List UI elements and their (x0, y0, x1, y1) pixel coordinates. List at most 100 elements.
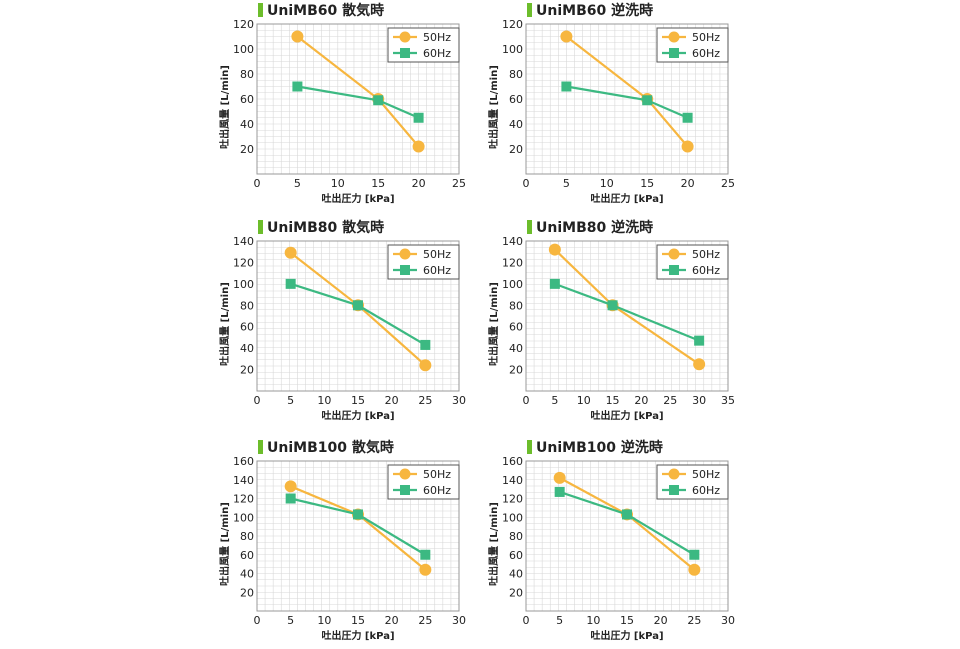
legend-label-50Hz: 50Hz (423, 468, 451, 481)
legend-label-60Hz: 60Hz (423, 264, 451, 277)
y-tick-label: 20 (509, 364, 523, 377)
y-tick-label: 100 (502, 511, 523, 524)
x-tick-label: 0 (523, 614, 530, 627)
legend-marker-50Hz (668, 31, 680, 43)
x-tick-label: 25 (452, 177, 466, 190)
y-tick-label: 140 (502, 235, 523, 248)
legend-label-60Hz: 60Hz (692, 264, 720, 277)
data-point-50Hz (284, 480, 297, 493)
x-tick-label: 20 (681, 177, 695, 190)
legend-label-50Hz: 50Hz (423, 31, 451, 44)
x-tick-label: 5 (556, 614, 563, 627)
y-tick-label: 80 (240, 299, 254, 312)
data-point-50Hz (419, 359, 432, 372)
y-tick-label: 60 (509, 321, 523, 334)
legend-marker-60Hz (669, 48, 679, 58)
data-point-50Hz (548, 243, 561, 256)
data-point-60Hz (622, 509, 632, 520)
chart-title: UniMB100 逆洗時 (527, 439, 663, 457)
y-tick-label: 120 (502, 493, 523, 506)
chart-panel-unimb80-backwash: UniMB80 逆洗時 0 5 10 15 20 25 30 35 20 40 60 80 100 120… (487, 219, 791, 429)
legend-marker-60Hz (669, 265, 679, 275)
y-tick-label: 60 (509, 93, 523, 106)
x-tick-label: 0 (254, 177, 261, 190)
data-point-60Hz (353, 300, 363, 311)
data-point-50Hz (291, 30, 304, 43)
y-tick-label: 20 (240, 143, 254, 156)
chart-title: UniMB80 散気時 (258, 219, 384, 237)
legend-box (387, 464, 460, 500)
x-tick-label: 10 (586, 614, 600, 627)
legend-box (656, 464, 729, 500)
data-point-50Hz (560, 30, 573, 43)
legend-marker-60Hz (400, 265, 410, 275)
data-point-60Hz (420, 339, 431, 350)
legend-box (656, 27, 729, 63)
y-axis-label: 吐出風量 [L/min] (218, 282, 231, 366)
y-tick-label: 120 (502, 256, 523, 269)
x-tick-label: 25 (687, 614, 701, 627)
data-point-60Hz (549, 278, 560, 289)
data-point-60Hz (285, 493, 296, 504)
x-tick-label: 10 (317, 614, 331, 627)
chart-title: UniMB60 逆洗時 (527, 2, 653, 20)
y-tick-label: 100 (233, 43, 254, 56)
plot-border (525, 460, 729, 612)
y-tick-label: 60 (240, 93, 254, 106)
x-tick-label: 5 (551, 394, 558, 407)
legend-marker-50Hz (668, 248, 680, 260)
x-tick-label: 5 (287, 614, 294, 627)
y-tick-label: 160 (502, 455, 523, 468)
x-tick-label: 25 (418, 614, 432, 627)
y-tick-label: 20 (240, 364, 254, 377)
x-axis-label: 吐出圧力 [kPa] (590, 629, 663, 642)
chart-title: UniMB80 逆洗時 (527, 219, 653, 237)
data-point-60Hz (689, 549, 700, 560)
y-tick-label: 140 (502, 474, 523, 487)
legend-box (387, 27, 460, 63)
data-point-50Hz (284, 246, 297, 259)
x-axis-label: 吐出圧力 [kPa] (590, 409, 663, 422)
data-point-60Hz (694, 335, 705, 346)
legend-label-50Hz: 50Hz (423, 248, 451, 261)
data-point-60Hz (554, 486, 565, 497)
chart-panel-unimb80-diffusion: UniMB80 散気時 0 5 10 15 20 25 30 20 40 60 80 100 120 14… (218, 219, 522, 429)
data-point-60Hz (373, 95, 384, 106)
x-tick-label: 10 (317, 394, 331, 407)
x-tick-label: 25 (721, 177, 735, 190)
x-tick-label: 15 (351, 394, 365, 407)
legend-label-60Hz: 60Hz (423, 47, 451, 60)
chart-svg: 0 5 10 15 20 25 30 20 40 60 80 100 120 140 160 吐出圧力 [kP… (218, 455, 466, 642)
data-point-50Hz (419, 563, 432, 576)
x-tick-label: 20 (385, 614, 399, 627)
chart-panel-unimb60-diffusion: UniMB60 散気時 0 5 10 15 20 25 20 40 60 80 100 120 吐出圧力… (218, 2, 522, 212)
y-axis-label: 吐出風量 [L/min] (218, 65, 231, 149)
legend-marker-50Hz (668, 468, 680, 480)
x-tick-label: 15 (351, 614, 365, 627)
y-tick-label: 120 (233, 256, 254, 269)
legend-marker-50Hz (399, 468, 411, 480)
y-tick-label: 80 (509, 530, 523, 543)
y-tick-label: 40 (509, 342, 523, 355)
data-point-60Hz (413, 112, 424, 123)
y-tick-label: 60 (240, 321, 254, 334)
plot-border (256, 23, 460, 175)
x-axis-label: 吐出圧力 [kPa] (321, 629, 394, 642)
legend-box (387, 244, 460, 280)
x-axis-label: 吐出圧力 [kPa] (321, 409, 394, 422)
y-tick-label: 80 (240, 68, 254, 81)
x-tick-label: 30 (452, 614, 466, 627)
y-tick-label: 40 (509, 118, 523, 131)
data-point-60Hz (292, 81, 303, 92)
x-tick-label: 25 (418, 394, 432, 407)
y-tick-label: 80 (509, 68, 523, 81)
y-tick-label: 120 (233, 493, 254, 506)
x-tick-label: 10 (600, 177, 614, 190)
x-axis-label: 吐出圧力 [kPa] (321, 192, 394, 205)
chart-title: UniMB100 散気時 (258, 439, 394, 457)
data-point-60Hz (642, 95, 653, 106)
chart-panel-unimb100-diffusion: UniMB100 散気時 0 5 10 15 20 25 30 20 40 60 80 100 120 1… (218, 439, 522, 649)
plot-border (525, 23, 729, 175)
y-tick-label: 20 (240, 586, 254, 599)
x-tick-label: 30 (692, 394, 706, 407)
